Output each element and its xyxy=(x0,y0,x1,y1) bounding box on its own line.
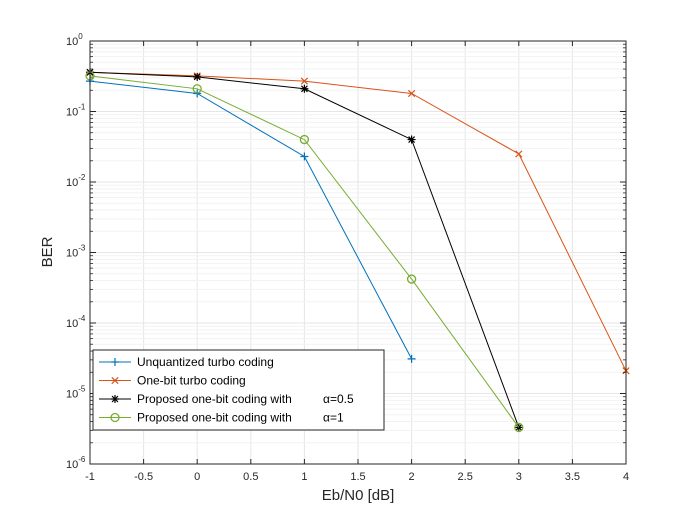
series-layer xyxy=(85,68,630,433)
data-point-marker xyxy=(406,274,417,284)
x-tick-label: 3 xyxy=(516,471,522,483)
series-line xyxy=(89,80,413,360)
axes: -1 -0.5 0 0.5 1 1.5 2 2.5 3 3.5 4 100 10-1 10-2 10-3 10… xyxy=(66,32,629,483)
data-point-marker xyxy=(193,72,202,81)
legend-box xyxy=(92,349,385,431)
legend-alpha-label: α=1 xyxy=(323,411,344,425)
data-point-marker xyxy=(300,77,309,85)
legend-marker xyxy=(110,412,120,423)
x-tick-label: 2.5 xyxy=(458,471,473,483)
y-tick-label: 100 xyxy=(66,32,83,48)
legend-label: Unquantized turbo coding xyxy=(137,355,274,369)
legend-marker xyxy=(111,376,119,385)
y-tick-label: 10-2 xyxy=(66,173,86,189)
data-point-marker xyxy=(193,89,202,98)
data-point-marker xyxy=(514,423,523,432)
x-tick-label: -0.5 xyxy=(134,471,153,483)
series-line xyxy=(89,75,520,428)
legend-label: One-bit turbo coding xyxy=(137,374,246,388)
data-point-marker xyxy=(300,152,309,161)
x-tick-label: 2 xyxy=(409,471,415,483)
y-tick-label: 10-1 xyxy=(66,103,86,119)
legend-label: Proposed one-bit coding with xyxy=(137,411,292,425)
legend-entry-2: One-bit turbo coding xyxy=(99,374,246,388)
data-point-marker xyxy=(515,150,523,158)
x-tick-label: 3.5 xyxy=(565,471,580,483)
data-point-marker xyxy=(514,422,524,433)
data-point-marker xyxy=(407,354,416,363)
plot-frame xyxy=(89,40,627,465)
x-tick-label: 1 xyxy=(301,471,307,483)
legend-entry-1: Unquantized turbo coding xyxy=(99,355,274,369)
legend: Unquantized turbo coding One-bit turbo co… xyxy=(92,349,385,431)
data-point-marker xyxy=(299,134,310,145)
x-tick-label: 0.5 xyxy=(243,471,258,483)
x-tick-label: 1.5 xyxy=(350,471,365,483)
series-2 xyxy=(86,68,630,375)
x-axis-label: Eb/N0 [dB] xyxy=(322,487,395,504)
y-tick-label: 10-4 xyxy=(66,314,86,330)
data-point-marker xyxy=(407,89,416,98)
legend-marker xyxy=(111,395,119,403)
data-point-marker xyxy=(300,84,309,93)
y-tick-label: 10-5 xyxy=(66,385,86,401)
series-line xyxy=(89,71,627,372)
legend-entry-3: Proposed one-bit coding with α=0.5 xyxy=(99,392,354,406)
y-axis-label: BER xyxy=(39,236,56,267)
data-point-marker xyxy=(192,84,202,94)
x-tick-label: 0 xyxy=(194,471,200,483)
y-tick-label: 10-6 xyxy=(66,455,86,471)
y-tick-label: 10-3 xyxy=(66,244,86,260)
data-point-marker xyxy=(407,135,416,144)
x-tick-label: -1 xyxy=(85,471,95,483)
legend-label: Proposed one-bit coding with xyxy=(137,392,292,406)
legend-alpha-label: α=0.5 xyxy=(323,392,354,406)
legend-entry-4: Proposed one-bit coding with α=1 xyxy=(99,411,344,425)
x-tick-label: 4 xyxy=(623,471,629,483)
legend-marker xyxy=(111,358,119,366)
